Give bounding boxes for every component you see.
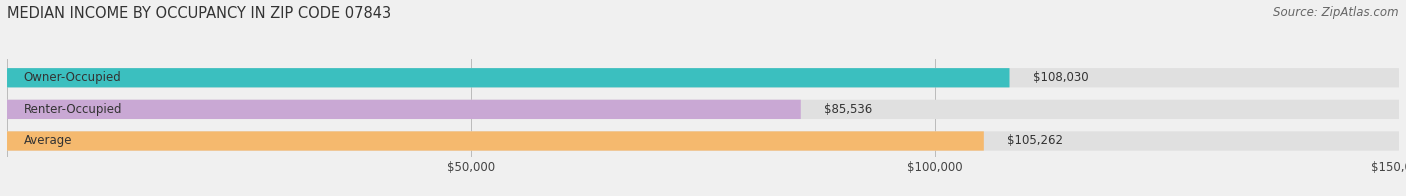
Text: $108,030: $108,030: [1032, 71, 1088, 84]
Text: Renter-Occupied: Renter-Occupied: [24, 103, 122, 116]
FancyBboxPatch shape: [7, 131, 1399, 151]
Text: Owner-Occupied: Owner-Occupied: [24, 71, 121, 84]
FancyBboxPatch shape: [7, 68, 1399, 87]
Text: MEDIAN INCOME BY OCCUPANCY IN ZIP CODE 07843: MEDIAN INCOME BY OCCUPANCY IN ZIP CODE 0…: [7, 6, 391, 21]
Text: Source: ZipAtlas.com: Source: ZipAtlas.com: [1274, 6, 1399, 19]
Text: $105,262: $105,262: [1007, 134, 1063, 148]
FancyBboxPatch shape: [7, 68, 1010, 87]
FancyBboxPatch shape: [7, 131, 984, 151]
FancyBboxPatch shape: [7, 100, 1399, 119]
Text: Average: Average: [24, 134, 72, 148]
FancyBboxPatch shape: [7, 100, 801, 119]
Text: $85,536: $85,536: [824, 103, 872, 116]
